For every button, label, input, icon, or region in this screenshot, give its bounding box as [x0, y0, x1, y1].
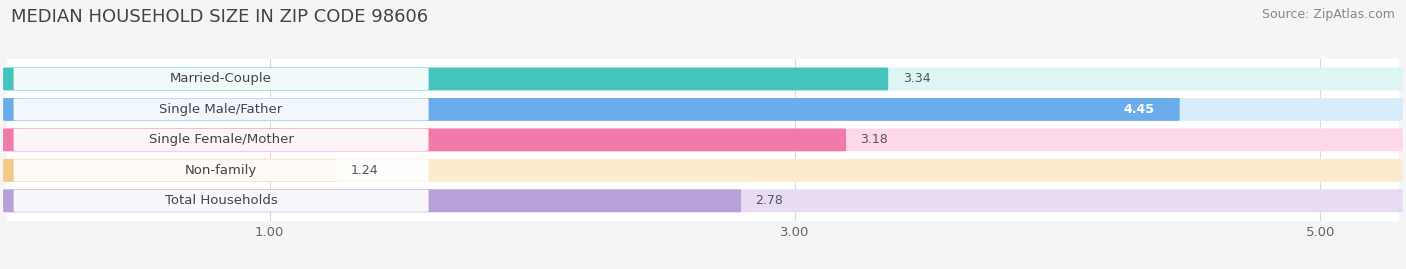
Text: Non-family: Non-family [186, 164, 257, 177]
Text: 3.34: 3.34 [903, 72, 931, 86]
FancyBboxPatch shape [14, 98, 429, 121]
FancyBboxPatch shape [3, 68, 1403, 90]
Text: Single Male/Father: Single Male/Father [159, 103, 283, 116]
Text: MEDIAN HOUSEHOLD SIZE IN ZIP CODE 98606: MEDIAN HOUSEHOLD SIZE IN ZIP CODE 98606 [11, 8, 429, 26]
Text: Total Households: Total Households [165, 194, 277, 207]
FancyBboxPatch shape [3, 98, 1403, 121]
Text: 3.18: 3.18 [860, 133, 889, 146]
FancyBboxPatch shape [14, 190, 429, 212]
FancyBboxPatch shape [3, 189, 741, 212]
FancyBboxPatch shape [14, 129, 429, 151]
Text: 1.24: 1.24 [352, 164, 378, 177]
FancyBboxPatch shape [3, 159, 1403, 182]
FancyBboxPatch shape [3, 68, 889, 90]
FancyBboxPatch shape [3, 189, 1403, 212]
Text: 4.45: 4.45 [1123, 103, 1154, 116]
Text: Married-Couple: Married-Couple [170, 72, 271, 86]
FancyBboxPatch shape [3, 129, 1403, 151]
FancyBboxPatch shape [3, 159, 336, 182]
Text: 2.78: 2.78 [755, 194, 783, 207]
FancyBboxPatch shape [14, 68, 429, 90]
Text: Source: ZipAtlas.com: Source: ZipAtlas.com [1261, 8, 1395, 21]
FancyBboxPatch shape [3, 98, 1180, 121]
FancyBboxPatch shape [14, 159, 429, 181]
FancyBboxPatch shape [3, 129, 846, 151]
Text: Single Female/Mother: Single Female/Mother [149, 133, 294, 146]
